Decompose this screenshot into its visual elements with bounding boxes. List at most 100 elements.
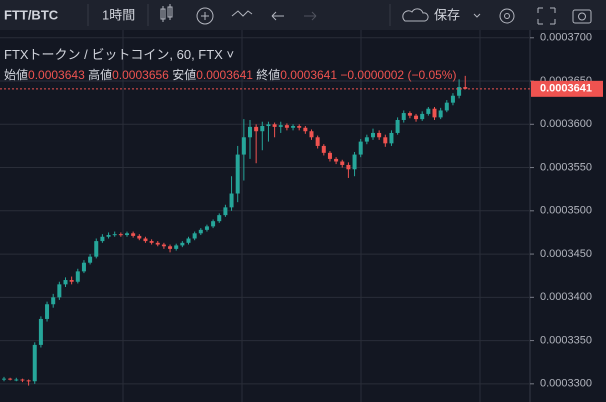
candle-body bbox=[75, 271, 80, 282]
candle-body bbox=[272, 124, 277, 127]
candle-body bbox=[100, 236, 105, 242]
candle-body bbox=[254, 126, 259, 132]
candle-body bbox=[137, 235, 142, 239]
open-label: 始値 bbox=[4, 68, 29, 82]
y-tick-label: 0.0003550 bbox=[540, 161, 592, 173]
candle-body bbox=[371, 132, 375, 138]
candle-body bbox=[334, 158, 339, 162]
compare-icon[interactable] bbox=[231, 10, 253, 17]
last-price-label: 0.0003641 bbox=[540, 83, 592, 95]
candle-body bbox=[463, 87, 468, 89]
candle-body bbox=[414, 115, 419, 120]
candle-body bbox=[346, 164, 351, 170]
high-label: 高値 bbox=[88, 68, 113, 82]
redo[interactable] bbox=[304, 11, 317, 21]
candle-body bbox=[174, 245, 179, 249]
candle-body bbox=[407, 113, 412, 116]
candle-body bbox=[180, 242, 185, 246]
close-value: 0.0003641 bbox=[280, 68, 338, 82]
candle-body bbox=[389, 132, 394, 144]
candle-body bbox=[155, 242, 160, 245]
candle-body bbox=[223, 207, 228, 216]
legend-title: FTXトークン / ビットコイン, 60, FTX ˅ bbox=[4, 47, 235, 62]
candle-body bbox=[186, 238, 191, 243]
candle-body bbox=[2, 378, 6, 380]
candle-body bbox=[63, 280, 68, 285]
candle-body bbox=[168, 246, 173, 249]
symbol[interactable]: FTT/BTC bbox=[4, 7, 59, 22]
y-tick-label: 0.0003700 bbox=[540, 32, 592, 44]
y-tick-label: 0.0003600 bbox=[540, 118, 592, 130]
candle-body bbox=[211, 221, 216, 227]
close-label: 終値 bbox=[256, 68, 281, 82]
low-label: 安値 bbox=[172, 68, 197, 82]
grid bbox=[122, 30, 481, 402]
candle-body bbox=[69, 280, 74, 282]
candle-body bbox=[8, 378, 13, 380]
candle-body bbox=[125, 233, 129, 236]
candle-body bbox=[88, 256, 93, 263]
dropdown[interactable] bbox=[473, 13, 481, 18]
undo[interactable] bbox=[271, 11, 284, 21]
candle-body bbox=[217, 215, 222, 222]
toolbar bbox=[0, 0, 606, 30]
candle-body bbox=[284, 125, 289, 128]
candle-body bbox=[364, 137, 369, 142]
interval[interactable]: 1時間 bbox=[102, 7, 135, 22]
last-price-box bbox=[531, 80, 603, 97]
candle-icon[interactable] bbox=[160, 4, 173, 22]
title: FTXトークン / ビットコイン, 60, FTX bbox=[4, 47, 223, 62]
candle-body bbox=[266, 124, 271, 127]
add-indicator[interactable] bbox=[196, 7, 214, 25]
candle-body bbox=[20, 379, 25, 381]
high-value: 0.0003656 bbox=[112, 68, 169, 82]
candle-body bbox=[14, 379, 19, 381]
candle-body bbox=[45, 304, 50, 319]
fullscreen[interactable] bbox=[537, 7, 556, 25]
candle-body bbox=[303, 127, 308, 132]
candle-body bbox=[51, 297, 56, 305]
screenshot[interactable] bbox=[572, 9, 592, 24]
candle-body bbox=[321, 145, 326, 153]
candle-body bbox=[426, 108, 431, 114]
settings[interactable] bbox=[499, 8, 515, 24]
candle-body bbox=[143, 238, 148, 242]
candle-body bbox=[278, 125, 283, 127]
change: −0.0000002 (−0.05%) bbox=[340, 68, 457, 82]
y-tick-label: 0.0003400 bbox=[540, 291, 592, 303]
save[interactable]: 保存 bbox=[434, 7, 460, 22]
candle-body bbox=[383, 137, 388, 144]
open-value: 0.0003643 bbox=[28, 68, 85, 82]
candle-body bbox=[260, 126, 265, 132]
candle-body bbox=[315, 137, 320, 146]
candle-body bbox=[131, 233, 136, 236]
settings-center bbox=[504, 13, 510, 19]
candle-body bbox=[420, 113, 425, 120]
y-tick-label: 0.0003300 bbox=[540, 378, 592, 390]
candle-body bbox=[241, 137, 246, 155]
candle-body bbox=[395, 119, 400, 133]
candle-body bbox=[352, 154, 357, 170]
candle-body bbox=[106, 235, 111, 237]
candle-body bbox=[94, 241, 99, 257]
candle-body bbox=[149, 241, 154, 243]
candle-body bbox=[327, 152, 332, 159]
candle-body bbox=[358, 141, 363, 155]
candle-body bbox=[38, 318, 43, 345]
candle-body bbox=[438, 110, 443, 118]
candle-body bbox=[204, 226, 209, 230]
y-tick-label: 0.0003450 bbox=[540, 248, 592, 260]
candle-body bbox=[401, 113, 406, 120]
lens bbox=[578, 12, 586, 21]
candle-body bbox=[192, 233, 197, 239]
candle-body bbox=[198, 229, 203, 234]
candle-body bbox=[450, 95, 455, 103]
candle-body bbox=[57, 284, 62, 298]
candle-body bbox=[444, 102, 449, 111]
candle-body bbox=[291, 126, 296, 128]
candle-body bbox=[340, 161, 345, 165]
cloud-icon[interactable] bbox=[402, 8, 429, 22]
candle-body bbox=[118, 234, 123, 236]
